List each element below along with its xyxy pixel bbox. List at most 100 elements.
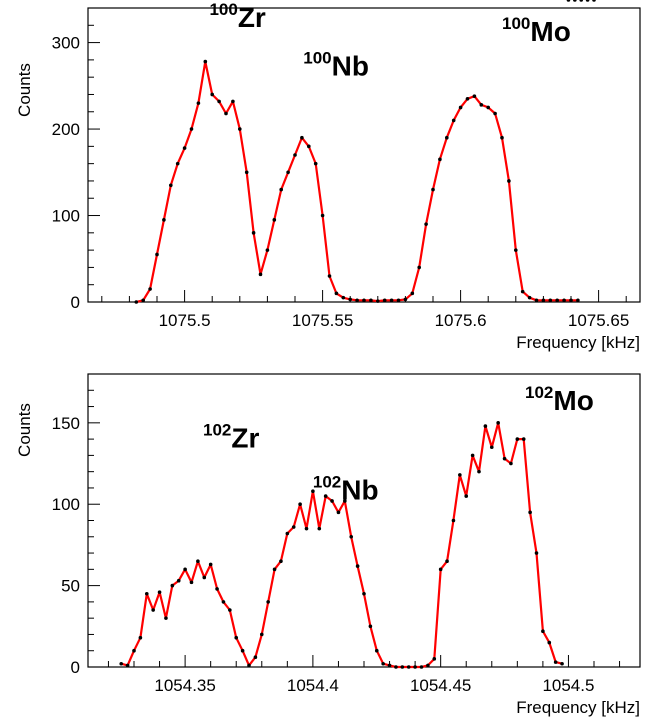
- data-point: [238, 127, 242, 131]
- peak-label: 102Nb: [313, 472, 379, 505]
- data-point: [472, 94, 477, 98]
- data-point: [569, 298, 573, 303]
- x-axis-label: Frequency [kHz]: [516, 698, 640, 717]
- data-point: [327, 274, 332, 278]
- y-axis-label: Counts: [15, 403, 34, 457]
- data-point: [132, 648, 136, 653]
- peak-label: 100Nb: [303, 48, 369, 81]
- data-point: [528, 510, 532, 515]
- peak-label-element: Nb: [341, 474, 378, 505]
- data-point: [534, 298, 539, 303]
- data-point: [520, 289, 525, 294]
- peak-label: 100Mo: [502, 14, 571, 47]
- data-point: [489, 445, 494, 450]
- data-point: [348, 297, 353, 302]
- data-point: [509, 461, 513, 466]
- data-point: [394, 665, 398, 669]
- x-tick-label: 1054.45: [410, 676, 471, 695]
- peak-label-mass-number: 100: [303, 48, 331, 67]
- data-point: [362, 591, 366, 596]
- data-point: [279, 559, 283, 563]
- data-point: [445, 559, 449, 563]
- data-point: [374, 648, 379, 653]
- data-point: [228, 608, 232, 612]
- data-point: [119, 661, 124, 666]
- data-point: [217, 99, 221, 104]
- data-point: [486, 105, 491, 110]
- peak-label-mass-number: 102: [203, 420, 231, 439]
- data-point: [182, 146, 187, 150]
- data-point: [253, 655, 258, 660]
- x-tick-label: 1075.55: [292, 311, 353, 330]
- chart-panel-2: 0 50 100 150 1054.35 1054.4 1054.45 1054.5 Frequ…: [15, 0, 641, 717]
- data-point: [424, 222, 428, 226]
- data-point: [162, 218, 166, 222]
- data-point: [224, 111, 228, 116]
- y-tick-label: 0: [71, 293, 80, 312]
- data-point: [438, 567, 443, 572]
- data-point: [221, 600, 226, 604]
- peak-label-mass-number: 102: [313, 472, 341, 491]
- data-point: [579, 0, 584, 2]
- chart-panel-1: 0 100 200 300 1075.5 1075.55 1075.6 1075.65 Freq…: [15, 0, 641, 352]
- data-point: [451, 518, 456, 523]
- data-point: [464, 494, 469, 498]
- data-point: [479, 103, 484, 107]
- data-point: [336, 510, 341, 515]
- peak-label-mass-number: 102: [525, 383, 553, 402]
- x-tick-label: 1075.65: [568, 311, 629, 330]
- data-point: [547, 640, 552, 645]
- data-point: [272, 218, 277, 222]
- data-point: [369, 298, 373, 303]
- data-point: [507, 179, 511, 183]
- data-point: [465, 96, 470, 101]
- data-point: [521, 437, 526, 441]
- data-point: [141, 298, 145, 303]
- data-point: [432, 657, 437, 661]
- data-point: [298, 502, 302, 507]
- data-point: [170, 583, 175, 588]
- data-point: [215, 587, 219, 591]
- peak-label-element: Mo: [553, 385, 593, 416]
- data-point: [311, 489, 315, 494]
- data-point: [477, 469, 481, 474]
- data-point: [410, 291, 415, 296]
- data-point: [259, 632, 264, 637]
- data-point: [483, 424, 488, 428]
- data-point: [134, 300, 139, 304]
- data-point: [403, 297, 408, 302]
- data-point: [592, 0, 596, 2]
- data-point: [355, 564, 360, 568]
- data-point: [562, 298, 566, 303]
- y-tick-label: 200: [52, 120, 80, 139]
- data-point: [330, 499, 334, 503]
- data-point: [555, 298, 559, 303]
- data-point: [573, 0, 577, 2]
- peak-label-element: Zr: [231, 422, 259, 453]
- data-point: [560, 661, 564, 666]
- data-point: [148, 287, 152, 291]
- data-point: [189, 127, 194, 131]
- data-point: [157, 590, 162, 594]
- data-point: [244, 170, 249, 175]
- data-point: [406, 665, 411, 669]
- data-point: [151, 608, 155, 612]
- data-point: [493, 111, 497, 116]
- data-point: [202, 575, 207, 580]
- data-point: [362, 298, 366, 303]
- data-point: [431, 187, 435, 192]
- data-point: [155, 252, 159, 257]
- data-point: [300, 135, 304, 140]
- data-point: [389, 298, 394, 303]
- data-point: [400, 665, 405, 669]
- data-point: [334, 291, 339, 296]
- data-point: [553, 660, 558, 664]
- data-point: [247, 663, 251, 668]
- data-point: [251, 231, 256, 235]
- data-point: [210, 92, 214, 97]
- data-point: [500, 135, 504, 140]
- data-point: [286, 170, 290, 175]
- data-point: [470, 453, 475, 458]
- data-point: [368, 624, 373, 629]
